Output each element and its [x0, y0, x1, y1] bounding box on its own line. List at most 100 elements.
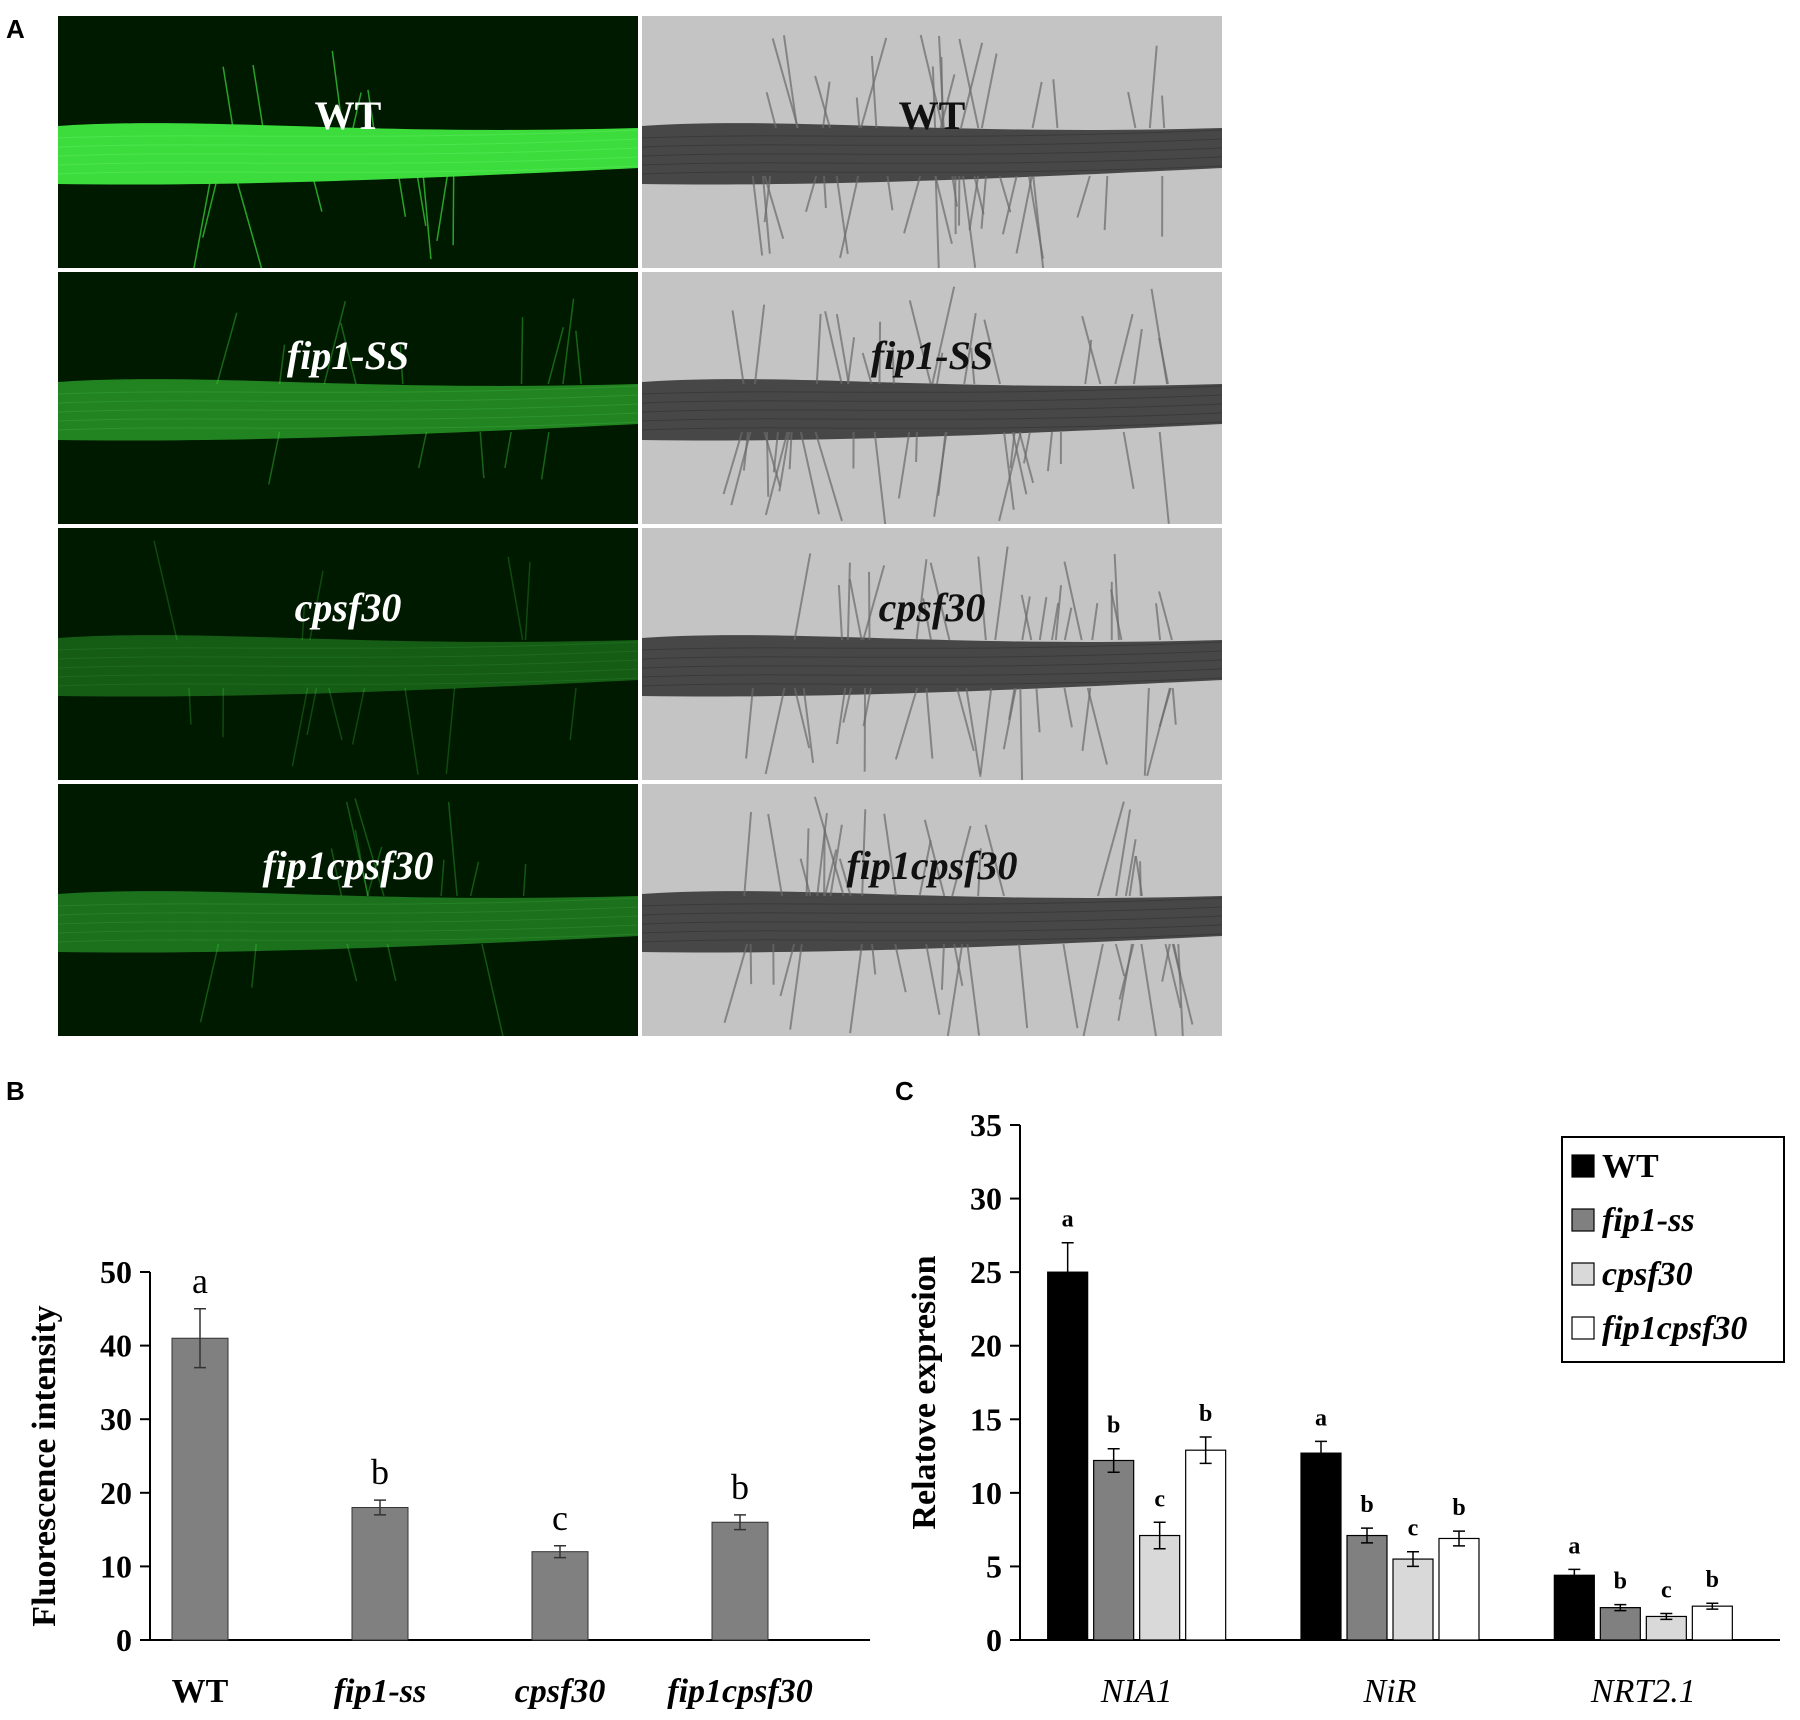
- root-hair: [404, 687, 419, 775]
- root-hair: [436, 175, 449, 242]
- root-hair: [575, 330, 582, 385]
- root-hair: [855, 97, 861, 129]
- root-hair: [931, 66, 937, 129]
- root-cell-file: [642, 421, 1222, 431]
- root-hair: [1081, 315, 1102, 385]
- root-hair: [1115, 809, 1132, 897]
- bar: [351, 1507, 409, 1641]
- root-hair: [919, 34, 944, 129]
- error-bar: [554, 1545, 566, 1559]
- root-hair: [399, 345, 404, 385]
- root-hair: [447, 801, 458, 897]
- root-hair: [929, 562, 951, 641]
- root-hair: [330, 848, 343, 897]
- brightfield-image-4: fip1cpsf30: [642, 784, 1222, 1036]
- root-hair: [934, 175, 953, 245]
- genotype-label: cpsf30: [294, 585, 402, 630]
- bar: [711, 1521, 769, 1641]
- root-hair: [849, 943, 863, 1034]
- genotype-label: fip1-SS: [286, 333, 410, 378]
- y-tick-label: 35: [970, 1107, 1002, 1143]
- legend-swatch: [1571, 1208, 1595, 1232]
- root-body: [642, 635, 1222, 697]
- root-hair: [848, 578, 863, 641]
- root-hair: [1158, 687, 1172, 727]
- root-hair: [188, 687, 192, 725]
- root-hair: [422, 175, 432, 260]
- root-hair: [469, 861, 480, 897]
- root-hair: [903, 175, 922, 234]
- root-hair: [1063, 561, 1083, 641]
- root-hair: [1054, 585, 1063, 641]
- root-hair: [193, 175, 212, 268]
- root-cell-file: [642, 933, 1222, 943]
- root-hair: [1063, 607, 1073, 641]
- root-hair: [1076, 175, 1091, 218]
- root-hair: [977, 848, 982, 897]
- root-hair: [1148, 45, 1158, 129]
- root-hair: [894, 943, 907, 993]
- root-hair: [788, 431, 793, 470]
- bar: [531, 1551, 589, 1641]
- root-hair: [1015, 175, 1033, 254]
- root-hair: [346, 943, 358, 982]
- root-hair: [871, 943, 877, 975]
- root-hair: [301, 604, 306, 641]
- bar: [1346, 1534, 1388, 1641]
- y-tick-label: 20: [970, 1328, 1002, 1364]
- root-hair: [354, 829, 369, 897]
- root-hair: [351, 687, 366, 745]
- chart-fluorescence-intensity: 0 10 20 30 40 50 Fluorescence intensity a WT b fip…: [26, 1254, 870, 1710]
- root-hair: [998, 431, 1022, 522]
- root-cell-file: [642, 915, 1222, 925]
- root-hair: [765, 431, 770, 497]
- root-hair: [846, 337, 856, 385]
- root-body: [642, 379, 1222, 441]
- root-hair: [958, 38, 980, 129]
- root-hair: [1018, 943, 1029, 1029]
- root-cell-file: [58, 897, 638, 907]
- root-hair: [897, 431, 911, 499]
- y-tick-label: 40: [100, 1328, 132, 1364]
- root-cell-file: [58, 129, 638, 139]
- root-hair: [836, 687, 847, 745]
- root-hair: [862, 565, 886, 641]
- root-hair: [980, 175, 987, 229]
- root-hair: [522, 863, 527, 897]
- root-cell-file: [642, 897, 1222, 907]
- root-hair: [722, 431, 744, 495]
- root-hair: [763, 175, 772, 223]
- root-hair: [894, 687, 919, 760]
- root-hair: [1177, 943, 1184, 1036]
- root-hair: [908, 300, 932, 385]
- panel-label-a: A: [6, 14, 25, 44]
- legend-swatch: [1571, 1154, 1595, 1178]
- genotype-label: WT: [898, 93, 966, 138]
- root-cell-file: [642, 394, 1222, 404]
- root-hair: [731, 310, 745, 385]
- y-axis-label: Relatove expresion: [906, 1255, 943, 1529]
- root-hair: [1158, 431, 1170, 524]
- error-bar: [1107, 1447, 1120, 1474]
- root-hair: [823, 849, 838, 897]
- x-tick-label: NiR: [1363, 1673, 1417, 1710]
- error-bar: [1361, 1527, 1373, 1544]
- root-hair: [793, 687, 811, 749]
- significance-label: a: [1062, 1207, 1074, 1233]
- significance-label: a: [1315, 1405, 1327, 1431]
- root-hair: [216, 312, 238, 385]
- root-hair: [839, 175, 860, 259]
- root-cell-file: [642, 165, 1222, 175]
- error-bar: [1153, 1521, 1166, 1550]
- root-hair: [813, 796, 845, 897]
- bar: [1392, 1558, 1434, 1641]
- genotype-label: fip1cpsf30: [262, 843, 434, 888]
- root-hair: [366, 846, 383, 897]
- root-hair: [1172, 943, 1182, 976]
- fluorescence-image-4: fip1cpsf30: [58, 784, 638, 1036]
- root-hair: [386, 943, 397, 982]
- root-hair: [1158, 337, 1169, 385]
- root-cell-file: [58, 403, 638, 413]
- brightfield-image-2: fip1-SS: [642, 272, 1222, 524]
- root-hair: [956, 687, 975, 752]
